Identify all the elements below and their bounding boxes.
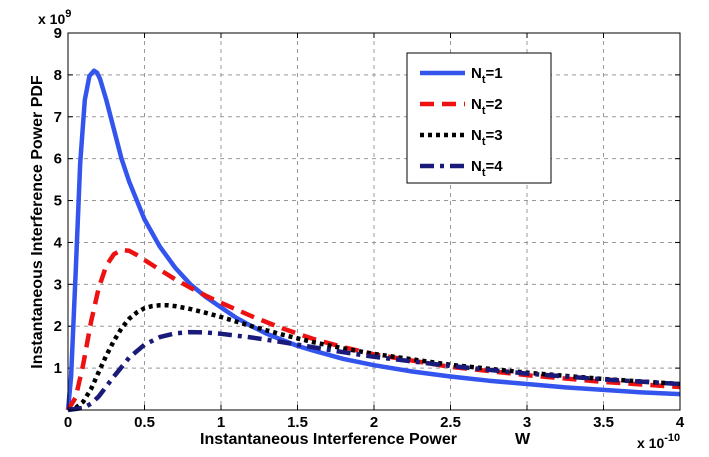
legend-label-nt1: Nt=1 (471, 65, 503, 86)
y-tick-label: 8 (54, 67, 62, 84)
x-tick-label: 1.5 (287, 414, 308, 431)
y-tick-label: 6 (54, 151, 62, 168)
x-tick-label: 0 (64, 414, 72, 431)
y-tick-label: 4 (54, 234, 63, 251)
x-tick-label: 3.5 (593, 414, 614, 431)
y-axis-label: Instantaneous Interference Power PDF (29, 75, 46, 369)
series-line-nt3 (67, 303, 681, 413)
plot-area (65, 68, 681, 413)
x-axis-exponent: x 10-10 (637, 432, 680, 451)
legend-label-nt3: Nt=3 (471, 127, 503, 148)
y-axis-exponent: x 109 (38, 8, 71, 27)
x-tick-label: 3 (523, 414, 531, 431)
legend-label-nt2: Nt=2 (471, 96, 503, 117)
y-tick-label: 9 (54, 25, 62, 42)
x-tick-label: 0.5 (134, 414, 155, 431)
x-tick-label: 2.5 (440, 414, 461, 431)
y-axis-ticks: 1 2 3 4 5 6 7 8 9 (54, 25, 680, 377)
y-tick-label: 2 (54, 318, 62, 335)
x-axis-label: Instantaneous Interference Power (200, 431, 457, 448)
y-tick-label: 3 (54, 276, 62, 293)
x-tick-label: 4 (676, 414, 685, 431)
legend: Nt=1 Nt=2 Nt=3 Nt=4 (406, 52, 552, 184)
y-tick-label: 5 (54, 193, 62, 210)
y-tick-label: 7 (54, 109, 62, 126)
x-axis-unit: W (515, 431, 531, 448)
series-line-nt2 (66, 247, 681, 412)
series-line-nt4 (67, 329, 681, 413)
y-tick-label: 1 (54, 360, 62, 377)
plot-frame (67, 32, 681, 411)
x-tick-label: 1 (217, 414, 225, 431)
x-tick-label: 2 (370, 414, 378, 431)
x-axis-ticks: 0 0.5 1 1.5 2 2.5 3 3.5 4 (64, 33, 685, 431)
legend-label-nt4: Nt=4 (471, 158, 503, 179)
